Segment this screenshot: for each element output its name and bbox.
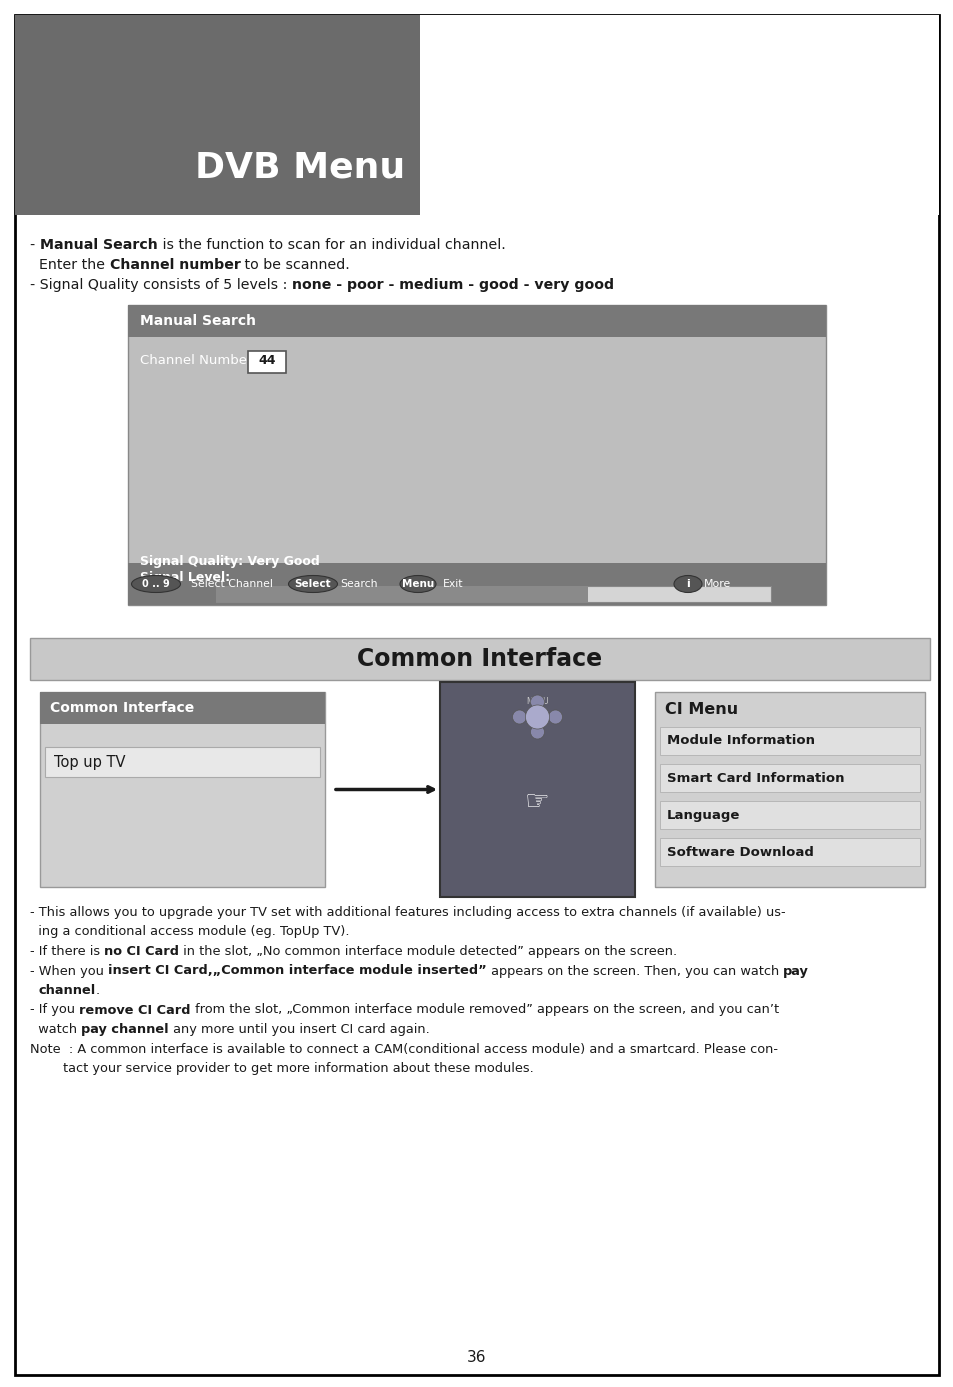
Text: pay channel: pay channel	[81, 1024, 169, 1036]
Text: -: -	[30, 239, 40, 252]
Bar	[439, 682, 635, 897]
Text: none - poor - medium - good - very good: none - poor - medium - good - very good	[292, 277, 614, 293]
Text: tact your service provider to get more information about these modules.: tact your service provider to get more i…	[30, 1062, 533, 1075]
Text: Manual Search: Manual Search	[140, 313, 255, 327]
Text: Smart Card Information: Smart Card Information	[666, 771, 843, 785]
Text: is the function to scan for an individual channel.: is the function to scan for an individua…	[157, 239, 505, 252]
Text: CI Menu: CI Menu	[664, 702, 738, 717]
Text: Module Information: Module Information	[666, 735, 814, 748]
Text: Top up TV: Top up TV	[54, 755, 126, 770]
Bar	[659, 802, 919, 829]
Circle shape	[530, 695, 544, 709]
Ellipse shape	[132, 576, 180, 592]
Text: Select Channel: Select Channel	[191, 578, 273, 589]
Text: 0 .. 9: 0 .. 9	[142, 578, 170, 589]
Text: Note  : A common interface is available to connect a CAM(conditional access modu: Note : A common interface is available t…	[30, 1043, 778, 1056]
Text: More: More	[703, 578, 731, 589]
Bar	[659, 764, 919, 792]
Text: Menu: Menu	[401, 578, 434, 589]
Text: - If you: - If you	[30, 1004, 79, 1017]
Text: in the slot, „No common interface module detected” appears on the screen.: in the slot, „No common interface module…	[179, 945, 677, 958]
Bar	[419, 15, 938, 215]
Circle shape	[525, 705, 549, 730]
Text: DVB Menu: DVB Menu	[194, 151, 405, 184]
Ellipse shape	[673, 576, 701, 592]
Text: ing a conditional access module (eg. TopUp TV).: ing a conditional access module (eg. Top…	[30, 925, 349, 939]
Text: Channel Number: Channel Number	[140, 355, 253, 368]
Text: 44: 44	[258, 355, 275, 368]
Bar	[45, 748, 319, 777]
Text: Signal Level:: Signal Level:	[140, 570, 230, 584]
Text: Signal Quality: Very Good: Signal Quality: Very Good	[140, 555, 319, 567]
Bar	[248, 351, 286, 373]
Text: Language: Language	[666, 809, 740, 821]
Circle shape	[548, 710, 562, 724]
Text: no CI Card: no CI Card	[104, 945, 179, 958]
Text: pay: pay	[782, 964, 808, 978]
Bar	[40, 692, 325, 724]
Text: - If there is: - If there is	[30, 945, 104, 958]
Bar	[215, 585, 587, 602]
Bar	[655, 692, 924, 888]
Bar	[128, 563, 825, 605]
Bar	[128, 305, 825, 605]
Text: watch: watch	[30, 1024, 81, 1036]
Bar	[659, 838, 919, 865]
Bar	[30, 638, 929, 680]
Text: .: .	[95, 983, 99, 997]
Text: Select: Select	[294, 578, 331, 589]
Text: insert CI Card,„Common interface module inserted”: insert CI Card,„Common interface module …	[108, 964, 486, 978]
Text: to be scanned.: to be scanned.	[240, 258, 350, 272]
Bar	[659, 727, 919, 755]
Text: Manual Search: Manual Search	[40, 239, 157, 252]
Text: remove CI Card: remove CI Card	[79, 1004, 191, 1017]
Text: Search: Search	[339, 578, 377, 589]
Bar	[215, 585, 770, 602]
Circle shape	[512, 710, 526, 724]
Text: Common Interface: Common Interface	[50, 700, 194, 716]
Text: 36: 36	[467, 1351, 486, 1365]
Text: i: i	[685, 578, 689, 589]
Bar	[128, 305, 825, 337]
Text: - When you: - When you	[30, 964, 108, 978]
Text: MENU: MENU	[526, 698, 548, 706]
Text: Common Interface: Common Interface	[357, 646, 602, 671]
Text: any more until you insert CI card again.: any more until you insert CI card again.	[169, 1024, 429, 1036]
Text: - This allows you to upgrade your TV set with additional features including acce: - This allows you to upgrade your TV set…	[30, 906, 785, 920]
Text: channel: channel	[38, 983, 95, 997]
Ellipse shape	[399, 576, 436, 592]
Text: Software Download: Software Download	[666, 846, 813, 859]
Text: Channel number: Channel number	[110, 258, 240, 272]
Text: appears on the screen. Then, you can watch: appears on the screen. Then, you can wat…	[486, 964, 782, 978]
Text: - Signal Quality consists of 5 levels :: - Signal Quality consists of 5 levels :	[30, 277, 292, 293]
Text: ☞: ☞	[524, 788, 549, 816]
Text: from the slot, „Common interface module removed” appears on the screen, and you : from the slot, „Common interface module …	[191, 1004, 778, 1017]
Circle shape	[530, 725, 544, 739]
Bar	[15, 15, 419, 215]
Ellipse shape	[288, 576, 337, 592]
Bar	[40, 692, 325, 888]
Text: Enter the: Enter the	[30, 258, 110, 272]
Text: Exit: Exit	[442, 578, 463, 589]
